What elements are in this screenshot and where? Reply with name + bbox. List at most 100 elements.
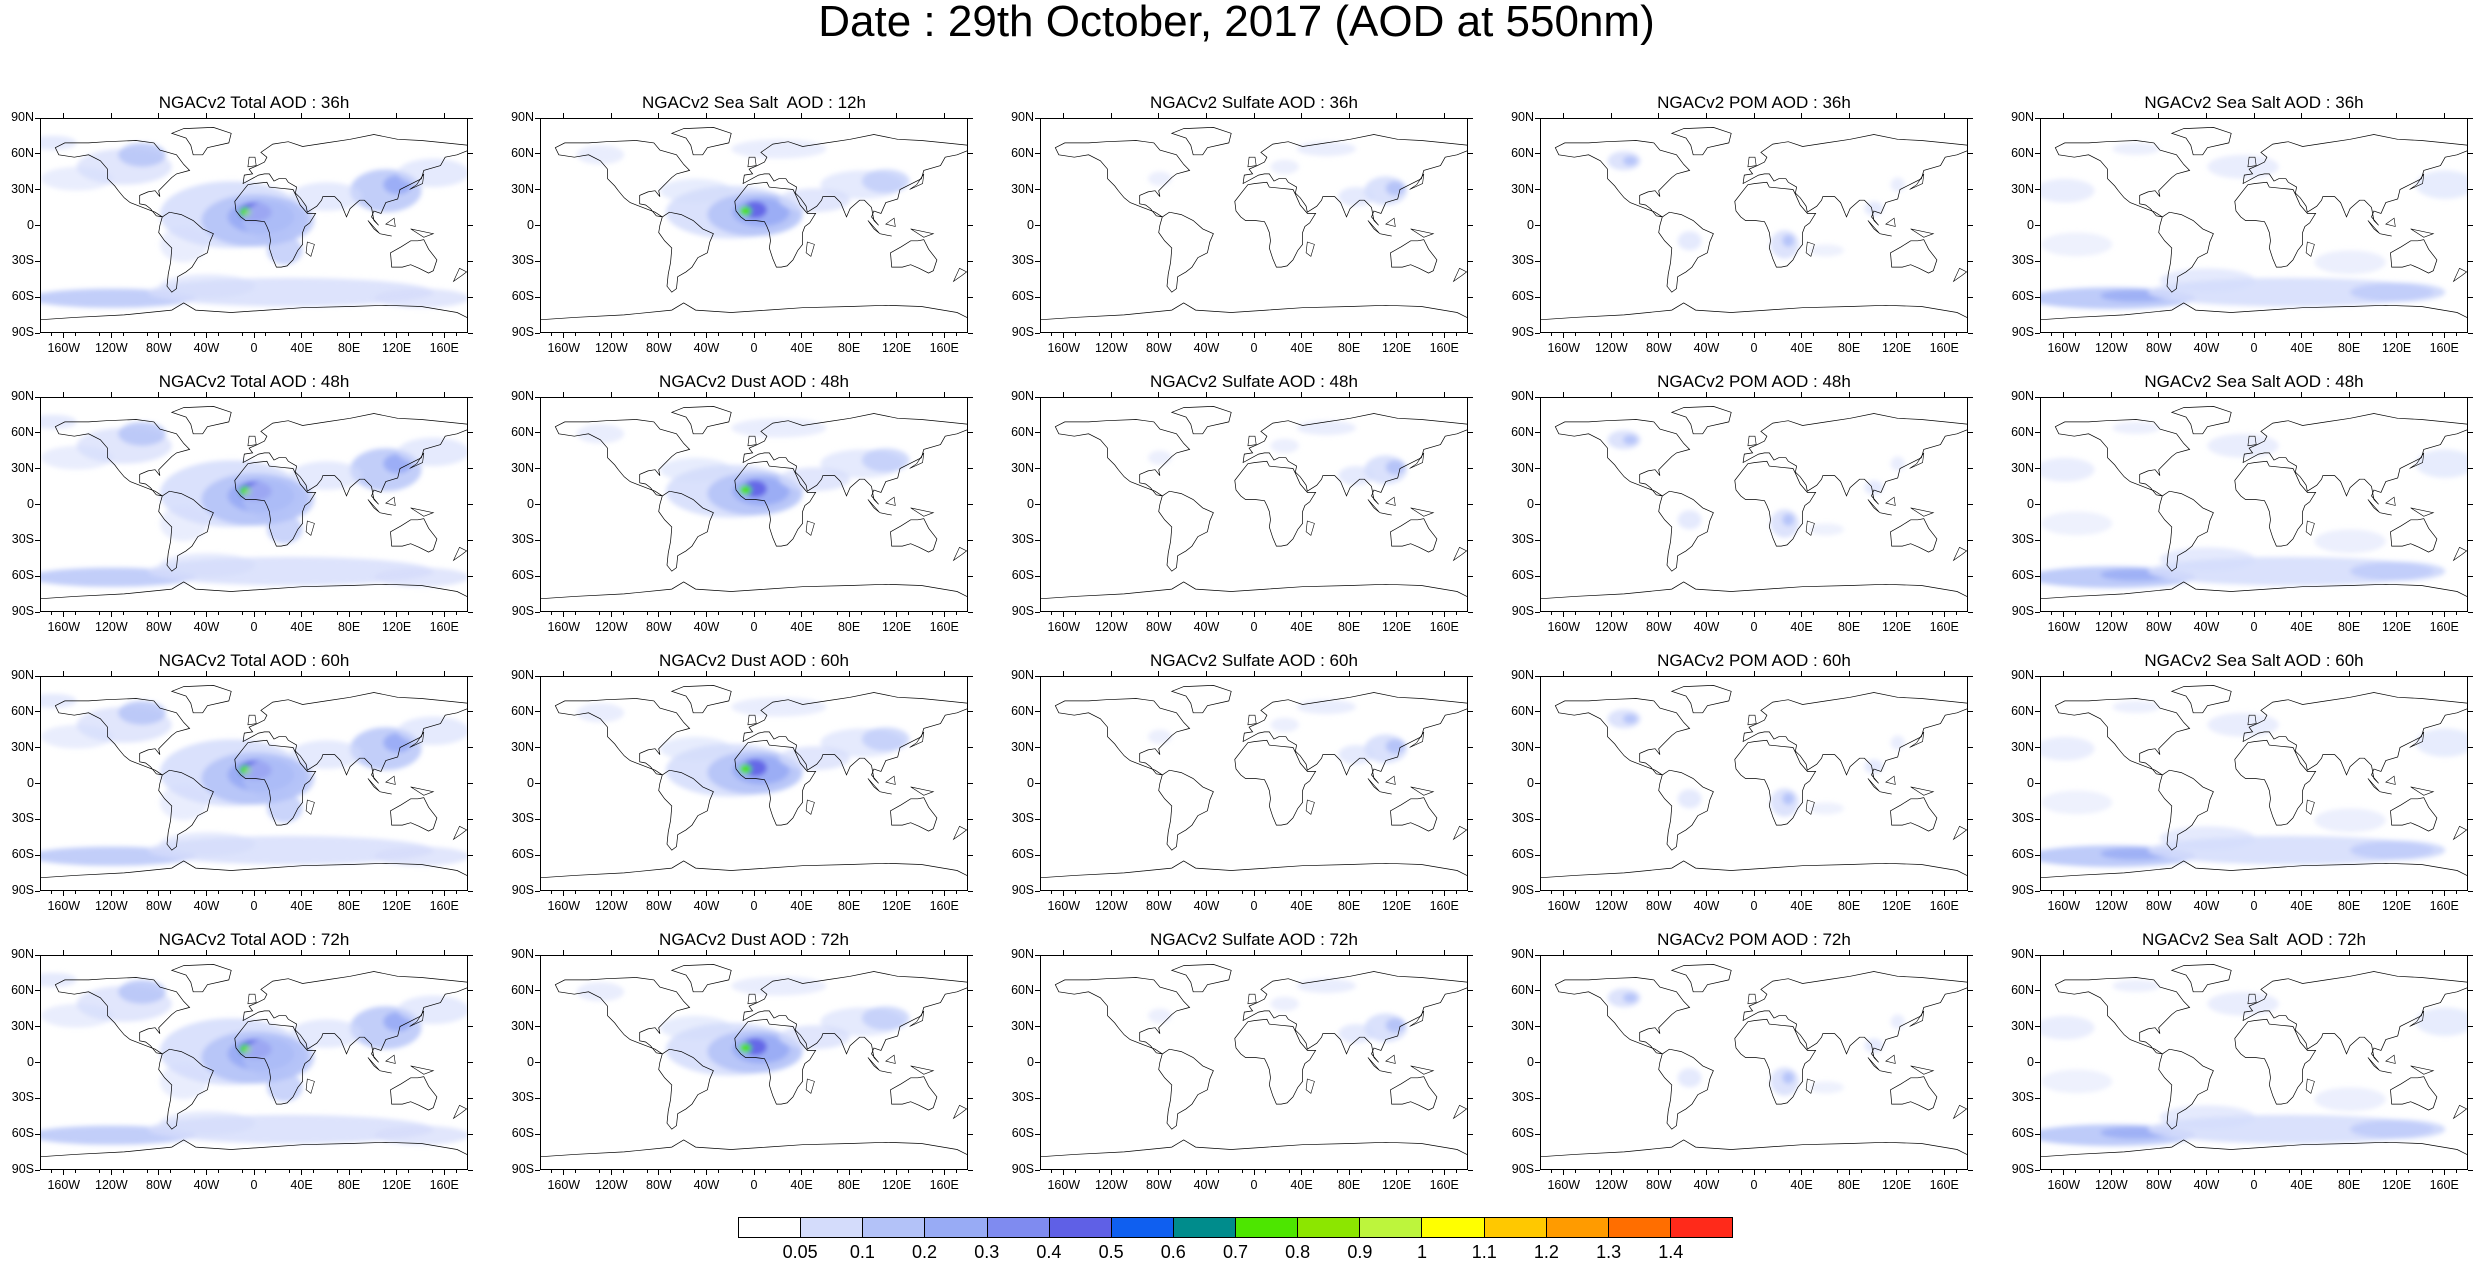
lat-tick-label: 30S	[1011, 532, 1034, 547]
coastlines	[41, 406, 467, 600]
lon-minor-tick	[931, 1170, 933, 1173]
aod-plume	[1296, 141, 1356, 157]
lon-tick	[1443, 950, 1445, 955]
lon-minor-tick	[1598, 612, 1600, 615]
island-outline	[805, 1078, 815, 1094]
lon-minor-tick	[2146, 333, 2148, 336]
island-outline	[1805, 1078, 1815, 1094]
map-panel	[1040, 955, 1468, 1170]
lat-tick	[1468, 1026, 1473, 1028]
lon-tick-label: 80W	[1146, 341, 1172, 355]
lon-tick-label: 80W	[1146, 620, 1172, 634]
lat-tick-label: 60S	[1511, 289, 1534, 304]
lon-minor-tick	[2408, 333, 2410, 336]
coastlines	[1541, 127, 1967, 321]
coastline	[1670, 685, 1732, 714]
lon-tick	[396, 950, 398, 955]
lon-minor-tick	[1289, 612, 1291, 615]
aod-plume	[41, 693, 77, 709]
colorbar-swatch	[863, 1218, 926, 1237]
lon-minor-tick	[1265, 333, 1267, 336]
lon-minor-tick	[884, 333, 886, 336]
aod-field	[541, 406, 967, 600]
panel-title: NGACv2 POM AOD : 72h	[1657, 930, 1851, 949]
lon-tick	[2110, 1170, 2112, 1175]
lon-tick-label: 40W	[193, 1178, 220, 1192]
lon-minor-tick	[741, 1170, 743, 1173]
lon-tick	[2443, 113, 2445, 118]
map-panel	[1040, 397, 1468, 612]
lat-tick-label: 0	[2027, 217, 2034, 232]
lat-tick-label: 30S	[511, 532, 534, 547]
lon-minor-tick	[1122, 612, 1124, 615]
island-outline	[867, 499, 881, 513]
island-outline	[2367, 778, 2381, 792]
lon-minor-tick	[2265, 333, 2267, 336]
lon-minor-tick	[1146, 612, 1148, 615]
lon-tick	[1848, 612, 1850, 617]
lat-tick-label: 30N	[1511, 739, 1534, 754]
figure-title: Date : 29th October, 2017 (AOD at 550nm)	[818, 0, 1655, 46]
lat-tick	[468, 296, 473, 298]
lon-tick	[253, 612, 255, 617]
lon-minor-tick	[789, 612, 791, 615]
lon-tick	[1205, 1170, 1207, 1175]
aod-plume	[1296, 420, 1356, 436]
lat-tick	[1968, 468, 1973, 470]
lat-tick	[968, 396, 973, 398]
lon-minor-tick	[884, 891, 886, 894]
coastline	[242, 134, 467, 226]
lon-tick	[1396, 671, 1398, 676]
lon-minor-tick	[98, 1170, 100, 1173]
lon-minor-tick	[1360, 891, 1362, 894]
lon-minor-tick	[1717, 612, 1719, 615]
lon-tick-label: 40W	[193, 620, 220, 634]
aod-plume	[731, 697, 827, 717]
lon-minor-tick	[836, 891, 838, 894]
lon-tick	[848, 612, 850, 617]
lon-tick	[396, 891, 398, 896]
lon-minor-tick	[312, 1170, 314, 1173]
lon-minor-tick	[1908, 1170, 1910, 1173]
lon-tick	[443, 950, 445, 955]
lon-tick	[301, 950, 303, 955]
lon-tick-label: 0	[2250, 1178, 2258, 1192]
lon-tick-label: 40W	[193, 341, 220, 355]
panel-title: NGACv2 Sea Salt AOD : 36h	[2144, 93, 2364, 112]
lon-tick	[1658, 891, 1660, 896]
lon-tick	[301, 891, 303, 896]
lat-tick	[535, 332, 540, 334]
lon-tick	[2110, 113, 2112, 118]
island-outline	[2385, 1054, 2396, 1064]
island-outline	[385, 217, 396, 227]
lon-minor-tick	[1241, 333, 1243, 336]
lon-tick-label: 160W	[2047, 620, 2081, 634]
lon-tick-label: 120E	[882, 1178, 912, 1192]
coastline	[1541, 302, 1967, 321]
lon-tick	[301, 1170, 303, 1175]
lat-tick	[35, 954, 40, 956]
lon-minor-tick	[1384, 1170, 1386, 1173]
island-outline	[885, 1054, 896, 1064]
island-outline	[2367, 499, 2381, 513]
lat-tick	[468, 1097, 473, 1099]
lat-tick-label: 60S	[511, 847, 534, 862]
lon-minor-tick	[2241, 333, 2243, 336]
lat-tick	[468, 504, 473, 505]
lon-tick	[1563, 950, 1565, 955]
aod-plume	[862, 448, 910, 472]
aod-plume	[118, 142, 166, 167]
lat-tick	[1468, 1097, 1473, 1099]
lon-minor-tick	[1336, 1170, 1338, 1173]
coastline	[234, 739, 317, 826]
lon-tick	[801, 671, 803, 676]
coastline	[1054, 977, 1191, 1055]
lat-tick	[1035, 189, 1040, 191]
lon-tick-label: 80E	[837, 899, 861, 913]
aod-plume	[1148, 729, 1172, 744]
island-outline	[747, 156, 757, 168]
island-outline	[1409, 1010, 1425, 1027]
lat-tick	[2468, 890, 2473, 892]
aod-plume	[159, 832, 255, 857]
lon-minor-tick	[146, 1170, 148, 1173]
